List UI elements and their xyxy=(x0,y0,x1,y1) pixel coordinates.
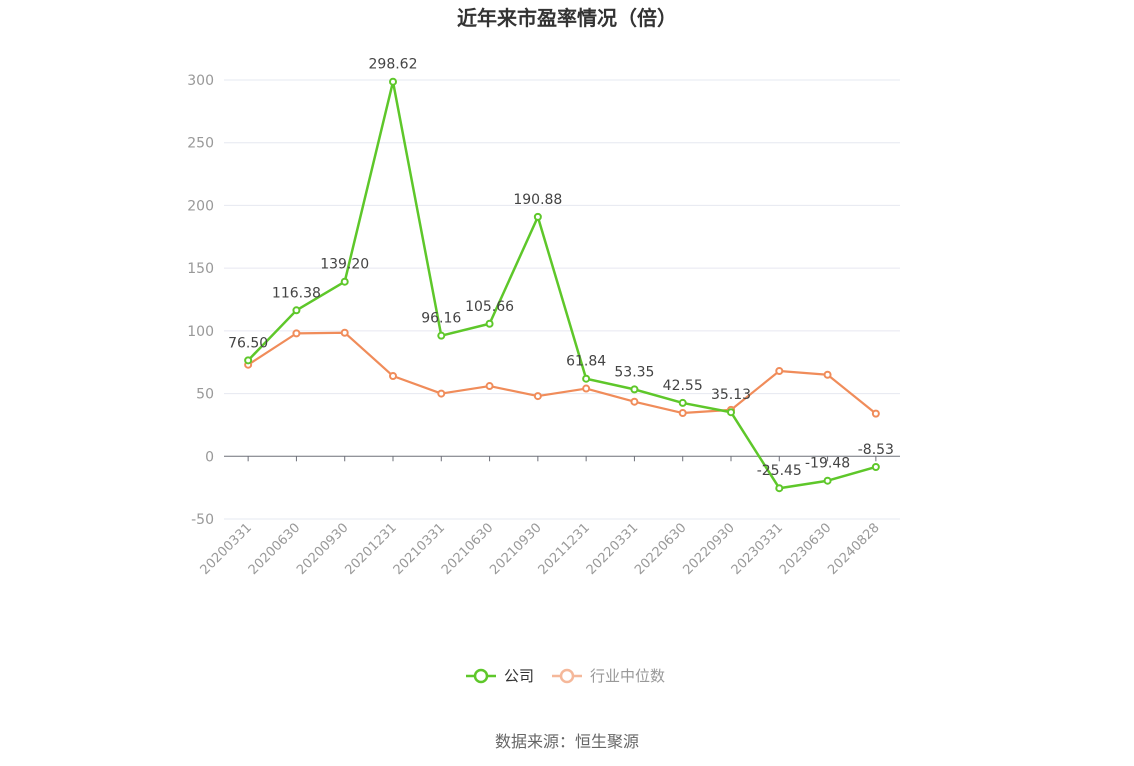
company-data-label: 105.66 xyxy=(465,299,514,315)
y-tick-label: 0 xyxy=(205,449,214,465)
industry-median-point[interactable] xyxy=(437,389,446,398)
company-point[interactable] xyxy=(292,306,301,315)
chart-title: 近年来市盈率情况（倍） xyxy=(457,6,677,30)
company-point[interactable] xyxy=(823,476,832,485)
axes: 300250200150100500-502020033120200630202… xyxy=(187,73,900,578)
legend-item-industry-median[interactable]: 行业中位数 xyxy=(552,667,665,685)
legend-label: 公司 xyxy=(504,667,534,685)
company-point[interactable] xyxy=(630,385,639,394)
industry-median-point[interactable] xyxy=(533,392,542,401)
company-data-label: -19.48 xyxy=(805,456,850,472)
industry-median-point[interactable] xyxy=(582,384,591,393)
legend-label: 行业中位数 xyxy=(590,667,665,685)
company-point[interactable] xyxy=(582,374,591,383)
legend-marker-icon xyxy=(559,668,575,684)
y-tick-label: 50 xyxy=(196,387,214,403)
legend[interactable]: 公司 行业中位数 xyxy=(466,667,665,685)
company-data-label: 42.55 xyxy=(663,378,703,394)
industry-median-point[interactable] xyxy=(485,382,494,391)
industry-median-point[interactable] xyxy=(292,329,301,338)
x-tick-label: 20220930 xyxy=(680,521,737,578)
company-data-label: 76.50 xyxy=(228,335,268,351)
y-tick-label: -50 xyxy=(191,512,214,528)
x-tick-label: 20210630 xyxy=(439,521,496,578)
company-data-label: 116.38 xyxy=(272,285,321,301)
industry-median-point[interactable] xyxy=(630,397,639,406)
company-point[interactable] xyxy=(485,319,494,328)
y-tick-label: 100 xyxy=(187,324,214,340)
y-tick-label: 300 xyxy=(187,73,214,89)
company-data-label: 35.13 xyxy=(711,387,751,403)
y-tick-label: 150 xyxy=(187,261,214,277)
industry-median-point[interactable] xyxy=(823,370,832,379)
source-note: 数据来源：恒生聚源 xyxy=(495,732,639,751)
company-point[interactable] xyxy=(437,331,446,340)
x-tick-label: 20200331 xyxy=(198,521,255,578)
legend-marker-icon xyxy=(473,668,489,684)
company-point[interactable] xyxy=(775,484,784,493)
legend-item-company[interactable]: 公司 xyxy=(466,667,534,685)
company-data-label: 139.20 xyxy=(320,257,369,273)
industry-median-point[interactable] xyxy=(678,409,687,418)
industry-median-point[interactable] xyxy=(775,366,784,375)
x-tick-label: 20220630 xyxy=(632,521,689,578)
industry-median-point[interactable] xyxy=(340,328,349,337)
company-point[interactable] xyxy=(389,77,397,86)
company-data-label: 53.35 xyxy=(614,364,654,380)
x-tick-label: 20210930 xyxy=(487,521,544,578)
series-layer xyxy=(244,77,880,493)
x-tick-label: 20220331 xyxy=(584,521,641,578)
company-point[interactable] xyxy=(678,398,687,407)
company-data-label: 190.88 xyxy=(513,192,562,208)
grid-lines xyxy=(224,79,900,520)
industry-median-point[interactable] xyxy=(871,409,880,418)
company-point[interactable] xyxy=(871,462,880,471)
company-data-label: 96.16 xyxy=(421,311,461,327)
company-data-label: -25.45 xyxy=(757,463,802,479)
company-data-label: 61.84 xyxy=(566,354,606,370)
industry-median-series-line xyxy=(247,331,877,415)
company-data-label: -8.53 xyxy=(858,442,894,458)
company-point[interactable] xyxy=(533,212,542,221)
company-series-line xyxy=(247,80,877,490)
x-tick-label: 20230630 xyxy=(777,521,834,578)
company-data-label: 298.62 xyxy=(369,57,418,73)
x-tick-label: 20240828 xyxy=(825,521,882,578)
x-tick-label: 20200630 xyxy=(246,521,303,578)
x-tick-label: 20211231 xyxy=(536,521,593,578)
x-tick-label: 20201231 xyxy=(342,521,399,578)
company-point[interactable] xyxy=(727,408,735,417)
y-tick-label: 200 xyxy=(187,198,214,214)
x-tick-label: 20230331 xyxy=(729,521,786,578)
company-point[interactable] xyxy=(244,356,253,365)
x-tick-label: 20200930 xyxy=(294,521,351,578)
y-tick-label: 250 xyxy=(187,136,214,152)
company-point[interactable] xyxy=(340,277,349,286)
x-tick-label: 20210331 xyxy=(391,521,448,578)
industry-median-point[interactable] xyxy=(389,372,397,381)
